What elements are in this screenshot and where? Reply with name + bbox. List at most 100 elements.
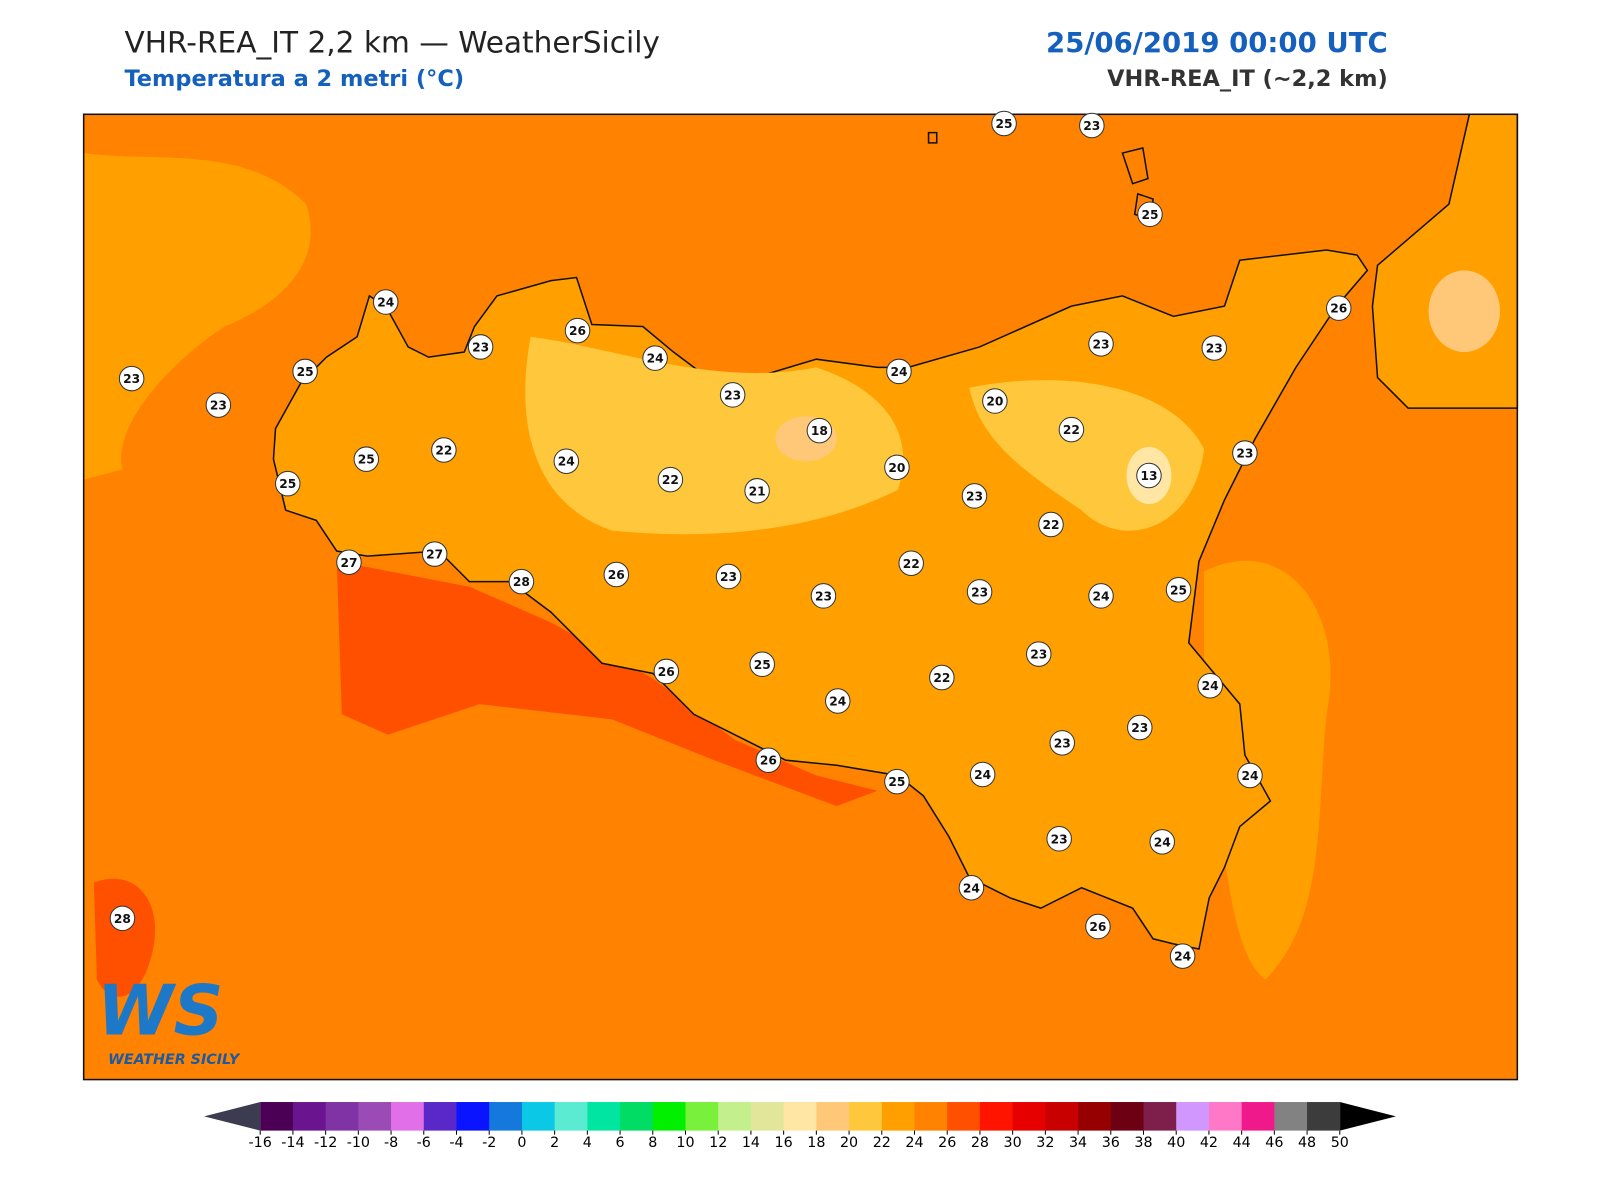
station: 24 bbox=[958, 874, 985, 901]
station-value: 24 bbox=[890, 365, 907, 379]
colorbar-tick-label: 14 bbox=[742, 1135, 760, 1151]
station-value: 22 bbox=[903, 557, 920, 571]
station-marker bbox=[372, 289, 399, 315]
colorbar-swatch bbox=[554, 1102, 588, 1131]
station-marker bbox=[642, 345, 668, 371]
station-marker bbox=[884, 454, 910, 481]
station: 28 bbox=[109, 905, 136, 932]
colorbar-tick-label: 50 bbox=[1331, 1135, 1349, 1151]
station-marker bbox=[1049, 730, 1075, 756]
station-marker bbox=[657, 466, 684, 493]
station-marker bbox=[508, 568, 535, 595]
station-value: 25 bbox=[279, 477, 296, 491]
station-marker bbox=[1169, 943, 1196, 969]
station-marker bbox=[1058, 416, 1085, 443]
colorbar-swatch bbox=[881, 1102, 916, 1131]
colorbar-tick-label: 48 bbox=[1298, 1135, 1316, 1151]
station-value: 23 bbox=[1083, 119, 1100, 133]
station-marker bbox=[421, 541, 448, 567]
station-marker bbox=[467, 334, 494, 360]
station-marker bbox=[982, 388, 1008, 414]
station: 27 bbox=[421, 541, 448, 567]
colorbar-swatch bbox=[260, 1102, 294, 1131]
field bbox=[93, 878, 156, 997]
colorbar-tick-label: 24 bbox=[905, 1135, 923, 1151]
station-marker bbox=[1085, 913, 1111, 940]
map-frame bbox=[82, 113, 1519, 1081]
station: 21 bbox=[744, 478, 770, 504]
station: 24 bbox=[1149, 829, 1175, 855]
colorbar-swatch bbox=[1208, 1102, 1243, 1131]
station-value: 22 bbox=[933, 671, 950, 685]
station-value: 24 bbox=[1154, 835, 1171, 849]
station-value: 23 bbox=[1092, 337, 1109, 351]
station-value: 24 bbox=[963, 881, 980, 895]
colorbar-swatch bbox=[816, 1102, 850, 1131]
station-value: 25 bbox=[754, 658, 771, 672]
station-value: 26 bbox=[608, 568, 625, 582]
station-marker bbox=[1201, 335, 1228, 361]
station-marker bbox=[966, 579, 993, 605]
station-value: 26 bbox=[760, 754, 777, 768]
station: 22 bbox=[898, 550, 924, 577]
colorbar-swatch bbox=[620, 1102, 654, 1131]
station: 23 bbox=[118, 365, 145, 392]
colorbar-swatch bbox=[947, 1102, 981, 1131]
station: 23 bbox=[810, 583, 837, 609]
station-value: 20 bbox=[888, 461, 905, 475]
subtitle: Temperatura a 2 metri (°C) bbox=[124, 66, 464, 92]
station: 25 bbox=[274, 470, 301, 497]
station-marker bbox=[884, 768, 910, 795]
colorbar-swatch bbox=[718, 1102, 752, 1131]
field bbox=[83, 153, 311, 480]
station-marker bbox=[958, 874, 985, 901]
station: 24 bbox=[372, 289, 399, 315]
station: 26 bbox=[1326, 295, 1352, 321]
station-marker bbox=[929, 664, 955, 691]
station-marker bbox=[653, 658, 680, 685]
field bbox=[1428, 270, 1500, 353]
station-value: 24 bbox=[974, 768, 991, 782]
colorbar-swatch bbox=[849, 1102, 883, 1131]
station-marker bbox=[969, 761, 996, 788]
station: 23 bbox=[966, 579, 993, 605]
colorbar-tick-label: 12 bbox=[709, 1135, 727, 1151]
station-value: 27 bbox=[340, 556, 357, 570]
station-value: 22 bbox=[662, 473, 679, 487]
station-marker bbox=[1136, 462, 1162, 489]
colorbar-swatch bbox=[1241, 1102, 1275, 1131]
station-value: 27 bbox=[426, 548, 443, 562]
station: 23 bbox=[1088, 331, 1114, 357]
station: 23 bbox=[1232, 440, 1258, 466]
logo: WS WEATHER SICILY bbox=[97, 971, 241, 1068]
colorbar-swatch bbox=[1307, 1102, 1341, 1131]
colorbar-swatch bbox=[1274, 1102, 1308, 1131]
colorbar-tick-label: 18 bbox=[807, 1135, 825, 1151]
station-marker bbox=[1326, 295, 1352, 321]
station: 24 bbox=[1197, 672, 1223, 699]
station: 26 bbox=[1085, 913, 1111, 940]
colorbar-tick-label: 26 bbox=[938, 1135, 956, 1151]
colorbar-swatch bbox=[750, 1102, 785, 1131]
station: 27 bbox=[336, 549, 362, 575]
station: 24 bbox=[824, 688, 851, 714]
logo-mark: WS bbox=[97, 971, 224, 1051]
station-value: 26 bbox=[658, 665, 675, 679]
station-marker bbox=[336, 549, 362, 575]
station-value: 23 bbox=[724, 388, 741, 402]
station-value: 24 bbox=[1202, 679, 1219, 693]
station: 26 bbox=[653, 658, 680, 685]
station-marker bbox=[292, 358, 318, 385]
field bbox=[1204, 560, 1331, 980]
station-marker bbox=[715, 563, 742, 590]
station-marker bbox=[1197, 672, 1223, 699]
colorbar-over bbox=[1339, 1102, 1396, 1131]
station-marker bbox=[886, 358, 912, 385]
station: 26 bbox=[755, 747, 782, 773]
station: 24 bbox=[642, 345, 668, 371]
station: 25 bbox=[991, 110, 1017, 137]
date: 25/06/2019 00:00 UTC bbox=[1046, 27, 1388, 59]
station-marker bbox=[1232, 440, 1258, 466]
